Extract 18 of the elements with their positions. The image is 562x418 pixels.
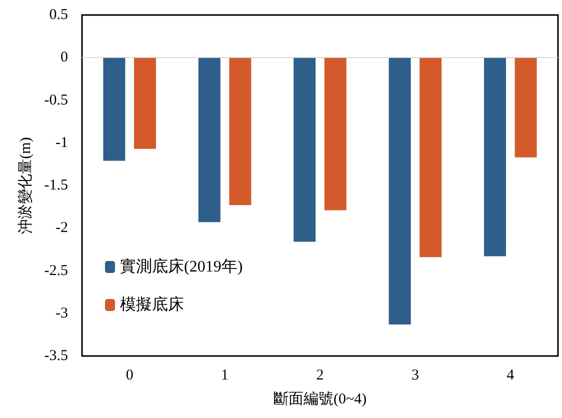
y-tick-label: -1.5 (44, 178, 68, 194)
x-tick-label: 3 (411, 368, 419, 384)
y-axis-title: 沖淤變化量(m) (16, 137, 34, 234)
y-tick-label: -3.5 (44, 348, 68, 364)
legend-label: 實測底床(2019年) (120, 258, 243, 276)
y-tick-label: -1 (56, 134, 68, 151)
y-tick-label: 0 (60, 50, 68, 66)
x-tick-label: 2 (316, 368, 324, 384)
x-axis-title: 斷面編號(0~4) (273, 390, 367, 408)
x-tick-label: 0 (126, 368, 134, 384)
y-tick-label: -3 (56, 305, 68, 322)
y-tick-label: -2.5 (44, 262, 68, 279)
x-tick-label: 1 (221, 368, 229, 384)
y-tick-label: 0.5 (49, 7, 68, 23)
y-tick-label: -2 (56, 220, 68, 236)
x-tick-label: 4 (506, 368, 515, 384)
legend-label: 模擬底床 (120, 296, 184, 314)
y-tick-label: -0.5 (44, 92, 68, 108)
